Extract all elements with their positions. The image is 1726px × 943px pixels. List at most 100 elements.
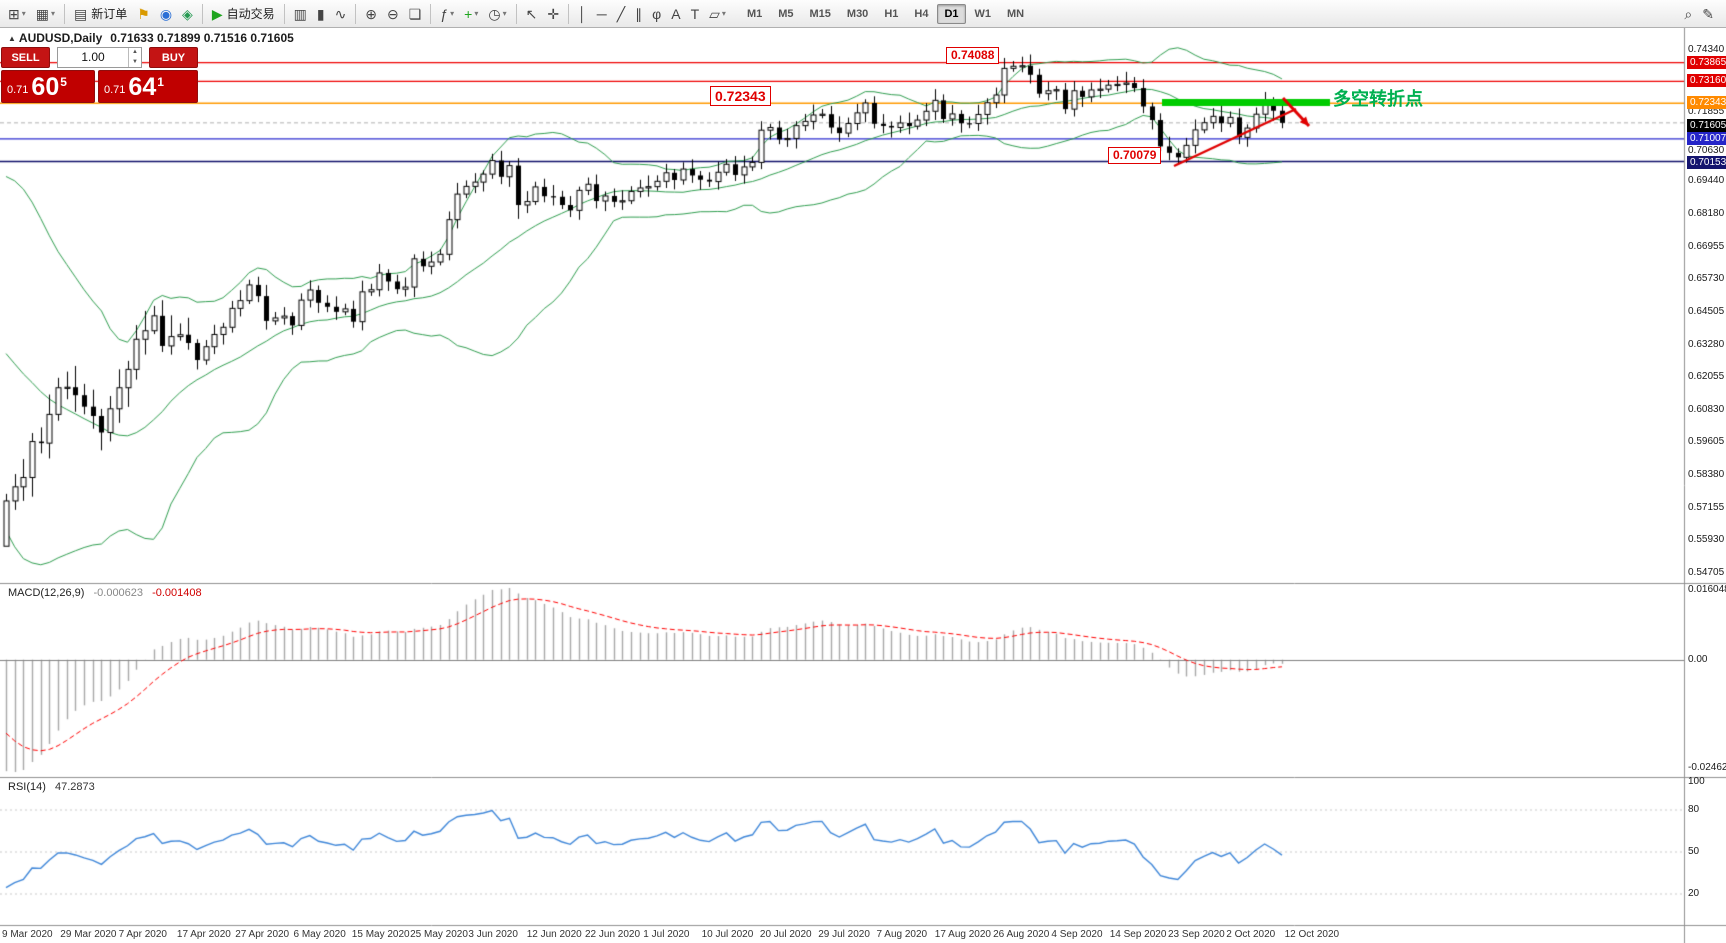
shapes-icon[interactable]: ▱ ▾ bbox=[709, 5, 726, 22]
timeframe-d1[interactable]: D1 bbox=[937, 3, 966, 24]
macd-panel-label: MACD(12,26,9) -0.000623 -0.001408 bbox=[8, 587, 202, 599]
profiles-icon[interactable]: ▦ ▾ bbox=[35, 5, 55, 22]
trendline-icon[interactable]: ╱ bbox=[616, 5, 626, 22]
trade-row-prices: 0.71 60 5 0.71 64 1 bbox=[1, 70, 198, 103]
one-click-trading-panel: SELL 1.00 ▲ ▼ BUY 0.71 60 5 0.71 64 1 bbox=[1, 47, 198, 103]
buy-button[interactable]: BUY bbox=[149, 47, 198, 68]
sell-price-big: 60 bbox=[31, 73, 60, 101]
macd-axis-label: 0.00 bbox=[1688, 653, 1708, 665]
volume-value: 1.00 bbox=[81, 50, 105, 64]
periods-icon[interactable]: ◷ ▾ bbox=[488, 5, 507, 22]
alerts-icon[interactable]: ⚑ bbox=[137, 5, 150, 22]
time-axis-label: 10 Jul 2020 bbox=[701, 929, 754, 940]
time-axis-label: 25 May 2020 bbox=[410, 929, 468, 940]
price-axis-tick: 0.65730 bbox=[1688, 273, 1725, 285]
buy-price-small: 0.71 bbox=[104, 84, 126, 96]
rsi-level-label: 100 bbox=[1688, 776, 1705, 787]
volume-spinner-icon[interactable]: ▲ ▼ bbox=[128, 48, 141, 67]
time-axis-label: 4 Sep 2020 bbox=[1051, 929, 1103, 940]
volume-stepper[interactable]: 1.00 ▲ ▼ bbox=[57, 47, 142, 68]
timeframe-h4[interactable]: H4 bbox=[914, 7, 929, 20]
add-indicator-icon[interactable]: + ▾ bbox=[464, 5, 479, 22]
price-axis-tick: 0.57155 bbox=[1688, 501, 1725, 513]
time-axis-label: 12 Jun 2020 bbox=[526, 929, 582, 940]
macd-value-main: -0.000623 bbox=[93, 587, 144, 599]
buy-price-big: 64 bbox=[128, 73, 157, 101]
edit-icon[interactable]: ✎ bbox=[1702, 5, 1714, 22]
timeframe-m1[interactable]: M1 bbox=[746, 7, 763, 20]
tile-windows-icon[interactable]: ❏ bbox=[408, 5, 422, 22]
new-chart-icon[interactable]: ⊞ ▾ bbox=[8, 5, 26, 22]
rsi-title: RSI(14) bbox=[8, 781, 46, 793]
line-chart-icon[interactable]: ∿ bbox=[334, 5, 347, 22]
bar-chart-icon[interactable]: ▥ bbox=[293, 5, 307, 22]
price-callout-pivot[interactable]: 0.72343 bbox=[710, 86, 771, 106]
time-axis-label: 1 Jul 2020 bbox=[643, 929, 690, 940]
sell-price-sup: 5 bbox=[60, 75, 67, 89]
price-axis-tick: 0.60830 bbox=[1688, 403, 1725, 415]
sell-button[interactable]: SELL bbox=[1, 47, 50, 68]
sell-price-button[interactable]: 0.71 60 5 bbox=[1, 70, 95, 103]
time-axis-label: 2 Oct 2020 bbox=[1226, 929, 1276, 940]
label-icon[interactable]: T bbox=[690, 5, 700, 22]
text-icon[interactable]: A bbox=[671, 5, 681, 22]
toolbar-separator bbox=[430, 3, 432, 24]
toolbar-separator bbox=[64, 3, 65, 24]
timeframe-bar: M1 M5 M15 M30 H1 H4 D1 W1 MN bbox=[739, 3, 1032, 24]
toolbar-groups: ⊞ ▾ ▦ ▾ ▤ 新订单 ⚑ ◉ ◈ ▶ 自动交易 ▥ ▮ ∿ ⊕ ⊖ ❏ ƒ ▾ + ▾ ◷ ▾ ↖ ✛ │ ─ ╱ ∥ φ A T ▱ ▾ bbox=[3, 2, 731, 25]
buy-price-sup: 1 bbox=[157, 75, 164, 89]
time-axis-label: 15 May 2020 bbox=[351, 929, 410, 940]
price-axis-tick: 0.66955 bbox=[1688, 240, 1725, 252]
horizontal-line-icon[interactable]: ─ bbox=[596, 5, 607, 22]
price-axis-tick: 0.54705 bbox=[1688, 566, 1725, 578]
time-axis-label: 14 Sep 2020 bbox=[1109, 929, 1167, 940]
price-axis-tick: 0.59605 bbox=[1688, 436, 1725, 448]
price-callout-low[interactable]: 0.70079 bbox=[1108, 147, 1162, 164]
time-axis-label: 29 Jul 2020 bbox=[818, 929, 870, 940]
toolbar-separator bbox=[355, 3, 357, 24]
macd-value-signal: -0.001408 bbox=[152, 587, 202, 599]
timeframe-h1[interactable]: H1 bbox=[884, 7, 899, 20]
timeframe-m30[interactable]: M30 bbox=[846, 7, 869, 20]
zoom-in-icon[interactable]: ⊕ bbox=[365, 5, 378, 22]
price-axis-badge: 0.71007 bbox=[1687, 131, 1726, 145]
price-chart-canvas[interactable] bbox=[0, 28, 1726, 943]
buy-price-button[interactable]: 0.71 64 1 bbox=[98, 70, 198, 103]
vertical-line-icon[interactable]: │ bbox=[578, 5, 587, 22]
timeframe-m15[interactable]: M15 bbox=[809, 7, 831, 20]
search-icon[interactable]: ⌕ bbox=[1684, 5, 1693, 22]
time-axis-label: 9 Mar 2020 bbox=[2, 929, 53, 940]
timeframe-m5[interactable]: M5 bbox=[778, 7, 794, 20]
price-axis-tick: 0.58380 bbox=[1688, 469, 1725, 481]
macd-axis-label: 0.016048 bbox=[1688, 584, 1726, 595]
cursor-icon[interactable]: ↖ bbox=[525, 5, 538, 22]
toolbar: ⊞ ▾ ▦ ▾ ▤ 新订单 ⚑ ◉ ◈ ▶ 自动交易 ▥ ▮ ∿ ⊕ ⊖ ❏ ƒ ▾ + ▾ ◷ ▾ ↖ ✛ │ ─ ╱ ∥ φ A T ▱ ▾ … bbox=[0, 0, 1726, 28]
macd-axis-label: -0.024625 bbox=[1688, 762, 1726, 773]
time-axis-label: 20 Jul 2020 bbox=[759, 929, 812, 940]
community-icon[interactable]: ◉ bbox=[159, 5, 173, 22]
timeframe-mn[interactable]: MN bbox=[1007, 7, 1025, 20]
price-axis-tick: 0.62055 bbox=[1688, 371, 1725, 383]
market-icon[interactable]: ◈ bbox=[182, 5, 193, 22]
time-axis-label: 29 Mar 2020 bbox=[60, 929, 117, 940]
autotrading-button[interactable]: ▶ 自动交易 bbox=[211, 5, 275, 22]
rsi-value: 47.2873 bbox=[54, 781, 95, 793]
chart-corner-icon: ▲ bbox=[8, 34, 16, 43]
zoom-out-icon[interactable]: ⊖ bbox=[387, 5, 399, 22]
timeframe-w1[interactable]: W1 bbox=[974, 7, 992, 20]
toolbar-right-icons: ⌕ ✎ bbox=[1679, 2, 1719, 25]
price-axis-tick: 0.63280 bbox=[1688, 338, 1725, 350]
new-order-button[interactable]: ▤ 新订单 bbox=[74, 5, 128, 22]
sell-price-small: 0.71 bbox=[7, 84, 29, 96]
turning-point-annotation[interactable]: 多空转折点 bbox=[1333, 89, 1423, 109]
channel-icon[interactable]: ∥ bbox=[635, 5, 643, 22]
candlestick-chart-icon[interactable]: ▮ bbox=[316, 5, 325, 22]
price-callout-high[interactable]: 0.74088 bbox=[946, 47, 1000, 64]
price-axis-tick: 0.55930 bbox=[1688, 534, 1725, 546]
crosshair-icon[interactable]: ✛ bbox=[547, 5, 560, 22]
fibonacci-icon[interactable]: φ bbox=[652, 5, 662, 22]
indicators-list-icon[interactable]: ƒ ▾ bbox=[440, 5, 455, 22]
rsi-level-label: 20 bbox=[1688, 888, 1700, 899]
time-axis-label: 7 Apr 2020 bbox=[118, 929, 167, 940]
time-axis-label: 27 Apr 2020 bbox=[235, 929, 290, 940]
